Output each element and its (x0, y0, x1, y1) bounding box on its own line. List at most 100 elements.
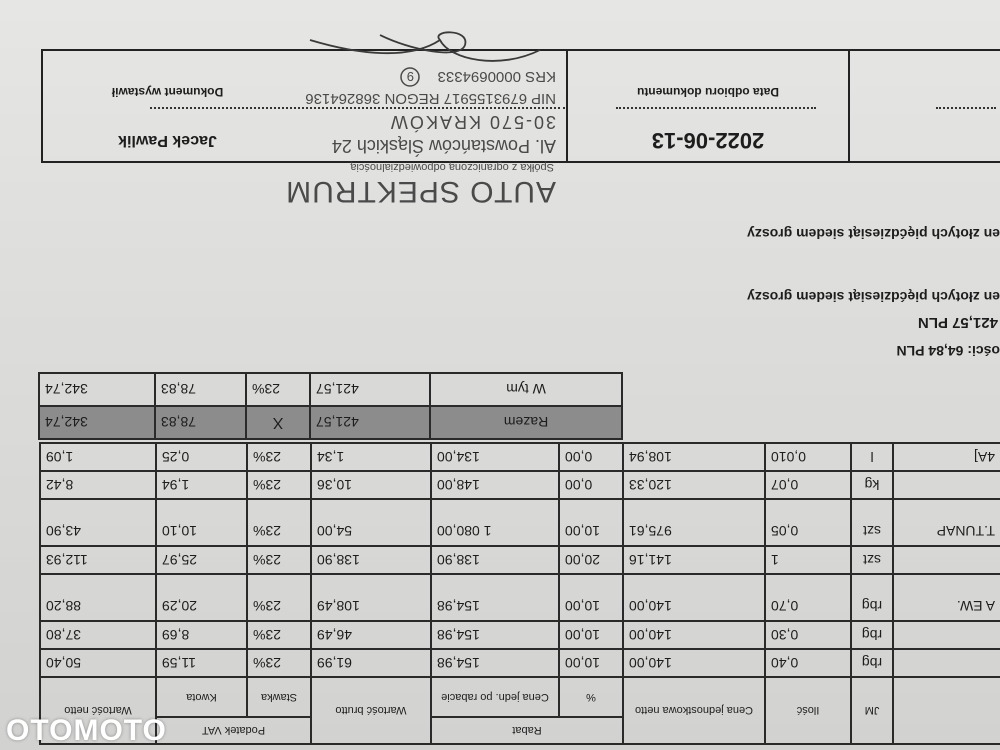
dotted-line (616, 107, 816, 109)
cell-price-after: 154,98 (430, 649, 559, 677)
table-row: A EW. rbg 0,70 140,00 10,00 154,98 108,49 23% 20… (39, 574, 1000, 621)
cell-qty: 1 (765, 546, 851, 574)
cell-net: 43,90 (39, 499, 156, 546)
cell-price-after: 1 080,00 (430, 499, 559, 546)
amount-in-words-2: en złotych pięćdziesiąt siedem groszy (747, 226, 1000, 242)
cell-name (893, 546, 1000, 574)
header-gross: Wartość brutto (310, 677, 431, 744)
total-row: Razem 421,57 X 78,83 342,74 (39, 406, 622, 439)
cell-vat: 25,97 (155, 546, 247, 574)
cell-qty: 0,40 (765, 649, 851, 677)
cell-jm: kg (851, 471, 893, 499)
totals-table: Razem 421,57 X 78,83 342,74 W tym 421,57… (38, 372, 623, 440)
cell-name: A EW. (893, 574, 1000, 621)
cell-vat: 10,10 (155, 499, 247, 546)
cell-price: 120,33 (623, 471, 765, 499)
signature-scribble (309, 31, 541, 62)
cell-qty: 0,010 (765, 443, 851, 471)
receipt-date-label: Data odbioru dokumentu (637, 85, 779, 99)
stamp-krs: KRS 0000694333 (438, 68, 556, 85)
dotted-line (936, 107, 996, 109)
issuer-name: Jacek Pawlik (118, 132, 217, 149)
cell-disc: 10,00 (559, 499, 623, 546)
table-row: rbg 0,40 140,00 10,00 154,98 61,99 23% 11,59 50,… (39, 649, 1000, 677)
issuer-label: Dokument wystawił (111, 85, 224, 99)
stamp-city: 30-570 KRAKÓW (389, 112, 556, 133)
cell-price: 108,94 (623, 443, 765, 471)
header-name (893, 677, 1000, 744)
cell-jm: rbg (851, 621, 893, 649)
cell-rate: 23% (246, 499, 311, 546)
stamp-number: 9 (407, 69, 414, 84)
cell-price: 140,00 (623, 574, 765, 621)
header-discount: Rabat (430, 717, 623, 744)
cell-rate: 23% (246, 546, 311, 574)
header-price-after: Cena jedn. po rabacie (430, 677, 559, 717)
vat-amount-line: ości: 64,84 PLN (896, 343, 1000, 359)
cell-price-after: 138,90 (430, 546, 559, 574)
cell-price-after: 154,98 (430, 621, 559, 649)
cell-rate: 23% (246, 471, 311, 499)
receipt-date-cell: 2022-06-13 Data odbioru dokumentu (566, 51, 848, 161)
cell-vat: 8,69 (155, 621, 247, 649)
stamp-ids: NIP 6793155917 REGON 368264136 (305, 90, 556, 107)
total-vat: 78,83 (155, 406, 246, 439)
cell-jm: l (851, 443, 893, 471)
cell-vat: 0,25 (155, 443, 247, 471)
cell-gross: 138,90 (310, 546, 431, 574)
cell-price-after: 134,00 (430, 443, 559, 471)
cell-net: 88,20 (39, 574, 156, 621)
table-row: szt 1 141,16 20,00 138,90 138,90 23% 25,97 112,9… (39, 546, 1000, 574)
stamp-company: AUTO SPEKTRUM (285, 175, 556, 208)
total-label: Razem (430, 406, 622, 439)
cell-name (893, 621, 1000, 649)
cell-disc: 10,00 (559, 649, 623, 677)
cell-vat: 1,94 (155, 471, 247, 499)
cell-gross: 54,00 (310, 499, 431, 546)
cell-jm: szt (851, 546, 893, 574)
cell-jm: rbg (851, 574, 893, 621)
including-row: W tym 421,57 23% 78,83 342,74 (39, 373, 622, 406)
cell-qty: 0,07 (765, 471, 851, 499)
cell-rate: 23% (246, 649, 311, 677)
cell-rate: 23% (246, 621, 311, 649)
cell-net: 50,40 (39, 649, 156, 677)
cell-price: 140,00 (623, 621, 765, 649)
cell-price: 141,16 (623, 546, 765, 574)
cell-net: 8,42 (39, 471, 156, 499)
cell-vat: 11,59 (155, 649, 247, 677)
cell-price-after: 154,98 (430, 574, 559, 621)
amount-in-words-1: en złotych pięćdziesiąt siedem groszy (747, 289, 1000, 305)
cell-qty: 0,70 (765, 574, 851, 621)
company-stamp: AUTO SPEKTRUM Spółka z ograniczoną odpow… (285, 31, 556, 208)
header-qty: Ilość (765, 677, 851, 744)
cell-gross: 1,34 (310, 443, 431, 471)
total-gross: 421,57 (310, 406, 430, 439)
table-row: rbg 0,30 140,00 10,00 154,98 46,49 23% 8,69 37,8… (39, 621, 1000, 649)
header-jm: JM (851, 677, 893, 744)
items-table: JM Ilość Cena jednostkowa netto Rabat Wa… (39, 442, 1000, 745)
total-rate: X (246, 406, 310, 439)
cell-gross: 61,99 (310, 649, 431, 677)
stamp-number-circle (400, 67, 420, 87)
cell-disc: 10,00 (559, 574, 623, 621)
cell-rate: 23% (246, 443, 311, 471)
cell-disc: 0,00 (559, 471, 623, 499)
stamp-street: Al. Powstańców Śląskich 24 (332, 136, 556, 157)
table-row: 4A] l 0,010 108,94 0,00 134,00 1,34 23% 0,25 1,09 (39, 443, 1000, 471)
cell-name (893, 471, 1000, 499)
cell-jm: szt (851, 499, 893, 546)
including-gross: 421,57 (310, 373, 430, 406)
signature-cell-empty (848, 51, 1000, 161)
receipt-date: 2022-06-13 (651, 128, 765, 153)
otomoto-watermark: OTOMOTO (6, 714, 167, 747)
cell-name: T.TUNAP (893, 499, 1000, 546)
header-price: Cena jednostkowa netto (623, 677, 765, 744)
cell-price: 140,00 (623, 649, 765, 677)
cell-gross: 10,36 (310, 471, 431, 499)
header-vat-amount: Kwota (155, 677, 247, 717)
including-net: 342,74 (39, 373, 155, 406)
header-vat-rate: Stawka (246, 677, 311, 717)
cell-jm: rbg (851, 649, 893, 677)
